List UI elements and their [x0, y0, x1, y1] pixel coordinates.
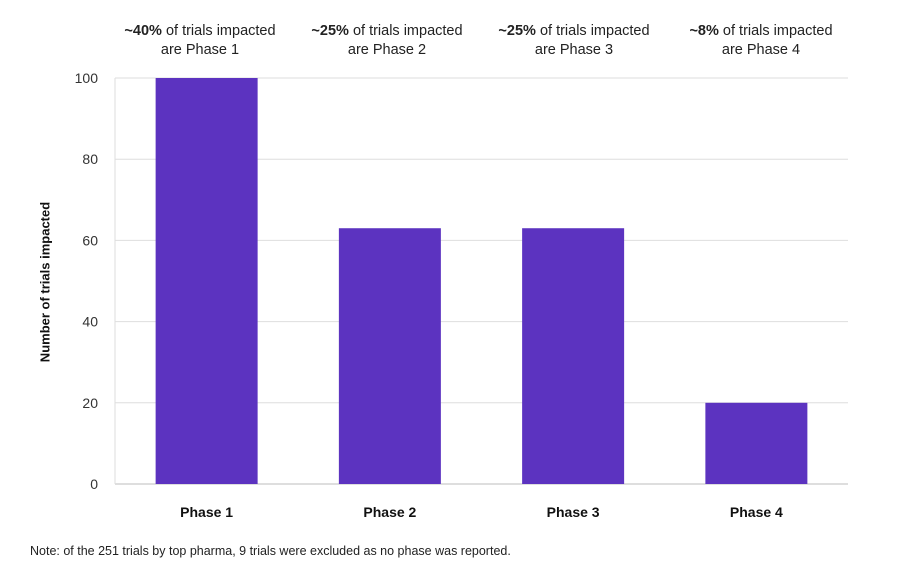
bar-phase-3	[522, 228, 625, 484]
annotation-line2: are Phase 1	[160, 42, 240, 58]
x-tick-label: Phase 2	[363, 504, 416, 520]
annotation-text: of trials impacted	[535, 23, 650, 39]
bar-phase-4	[705, 402, 808, 484]
annotation-line2: are Phase 3	[534, 42, 614, 58]
annotation-line2: are Phase 4	[721, 42, 801, 58]
x-tick-label: Phase 1	[180, 504, 233, 520]
annotation-percent: ~25%	[311, 23, 349, 39]
annotation-phase-1: ~40% of trials impacted are Phase 1	[105, 22, 295, 60]
annotation-phase-4: ~8% of trials impacted are Phase 4	[666, 22, 856, 60]
footnote: Note: of the 251 trials by top pharma, 9…	[30, 544, 511, 558]
y-tick-label: 100	[75, 70, 99, 86]
annotation-text: of trials impacted	[161, 23, 276, 39]
annotation-percent: ~40%	[124, 23, 162, 39]
annotation-text: of trials impacted	[348, 23, 463, 39]
annotation-text: of trials impacted	[718, 23, 833, 39]
y-tick-label: 20	[82, 395, 98, 411]
annotation-phase-3: ~25% of trials impacted are Phase 3	[479, 22, 669, 60]
y-tick-label: 60	[82, 232, 98, 248]
y-tick-label: 80	[82, 151, 98, 167]
annotation-phase-2: ~25% of trials impacted are Phase 2	[292, 22, 482, 60]
y-tick-label: 40	[82, 314, 98, 330]
x-tick-label: Phase 4	[730, 504, 783, 520]
x-tick-label: Phase 3	[547, 504, 600, 520]
bar-phase-2	[338, 228, 441, 484]
annotation-line2: are Phase 2	[347, 42, 427, 58]
annotation-percent: ~8%	[689, 23, 719, 39]
bar-phase-1	[155, 78, 258, 484]
annotation-percent: ~25%	[498, 23, 536, 39]
y-tick-label: 0	[90, 476, 98, 492]
y-axis-label: Number of trials impacted	[37, 201, 53, 363]
